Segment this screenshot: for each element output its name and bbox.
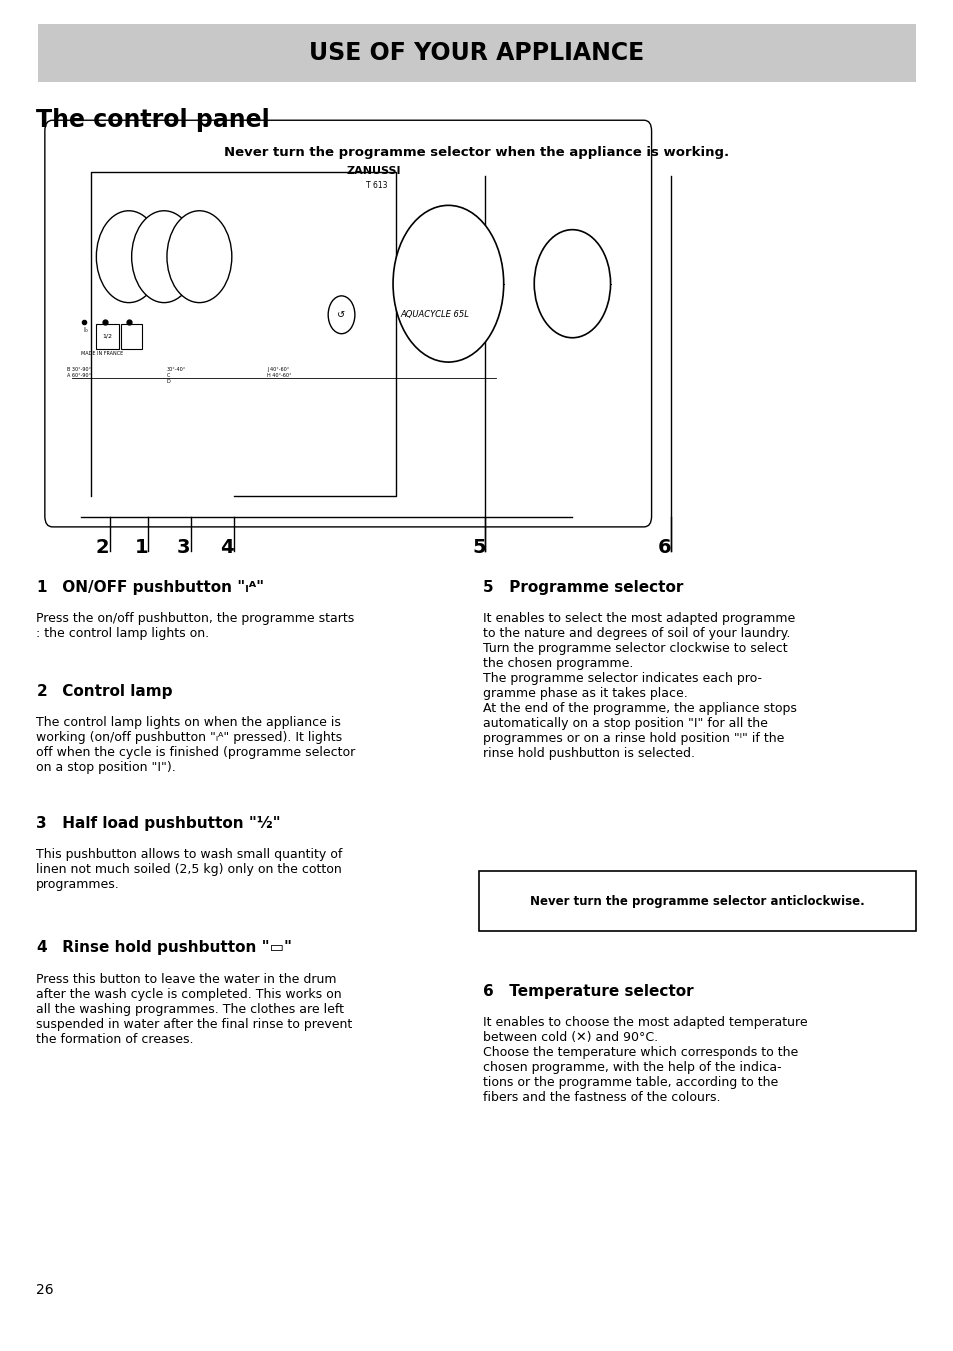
- Text: Rinse hold pushbutton "▭": Rinse hold pushbutton "▭": [57, 940, 292, 955]
- Text: It enables to select the most adapted programme
to the nature and degrees of soi: It enables to select the most adapted pr…: [482, 612, 796, 761]
- Text: Press this button to leave the water in the drum
after the wash cycle is complet: Press this button to leave the water in …: [36, 973, 352, 1046]
- Text: 4: 4: [36, 940, 47, 955]
- FancyBboxPatch shape: [45, 120, 651, 527]
- Text: Programme selector: Programme selector: [503, 580, 682, 594]
- Text: 3: 3: [36, 816, 47, 831]
- Text: Never turn the programme selector when the appliance is working.: Never turn the programme selector when t…: [224, 146, 729, 159]
- Text: 2: 2: [95, 538, 109, 557]
- Text: ↺: ↺: [337, 309, 345, 320]
- Text: 6: 6: [482, 984, 493, 998]
- Text: 1: 1: [36, 580, 47, 594]
- Text: 3: 3: [176, 538, 190, 557]
- Text: J 40°-60°
H 40°-60°: J 40°-60° H 40°-60°: [267, 367, 292, 378]
- Text: T 613: T 613: [366, 181, 387, 190]
- Circle shape: [393, 205, 503, 362]
- Circle shape: [534, 230, 610, 338]
- Text: 4: 4: [220, 538, 233, 557]
- Text: The control lamp lights on when the appliance is
working (on/off pushbutton "ₗᴬ": The control lamp lights on when the appl…: [36, 716, 355, 774]
- Text: It enables to choose the most adapted temperature
between cold (✕) and 90°C.
Cho: It enables to choose the most adapted te…: [482, 1016, 806, 1104]
- FancyBboxPatch shape: [121, 324, 142, 349]
- Text: Never turn the programme selector anticlockwise.: Never turn the programme selector anticl…: [530, 894, 863, 908]
- Circle shape: [328, 296, 355, 334]
- Text: Half load pushbutton "½": Half load pushbutton "½": [57, 816, 280, 831]
- Text: ON/OFF pushbutton "ₗᴬ": ON/OFF pushbutton "ₗᴬ": [57, 580, 264, 594]
- Text: 26: 26: [36, 1283, 53, 1297]
- Circle shape: [96, 211, 161, 303]
- Text: 2: 2: [36, 684, 47, 698]
- Text: B 30°-90°
A 60°-90°: B 30°-90° A 60°-90°: [67, 367, 91, 378]
- Text: 1/2: 1/2: [103, 334, 112, 339]
- Text: I₀: I₀: [84, 327, 88, 332]
- Text: 5: 5: [482, 580, 493, 594]
- Text: USE OF YOUR APPLIANCE: USE OF YOUR APPLIANCE: [309, 42, 644, 65]
- FancyBboxPatch shape: [478, 871, 915, 931]
- Text: AQUACYCLE 65L: AQUACYCLE 65L: [400, 311, 469, 319]
- Text: ZANUSSI: ZANUSSI: [346, 166, 401, 176]
- Text: MADE IN FRANCE: MADE IN FRANCE: [81, 351, 123, 357]
- Circle shape: [132, 211, 196, 303]
- Text: 5: 5: [472, 538, 485, 557]
- Circle shape: [167, 211, 232, 303]
- Text: 30°-40°
C
D: 30°-40° C D: [167, 367, 186, 384]
- FancyBboxPatch shape: [38, 24, 915, 82]
- Text: The control panel: The control panel: [36, 108, 270, 132]
- Text: Press the on/off pushbutton, the programme starts
: the control lamp lights on.: Press the on/off pushbutton, the program…: [36, 612, 355, 640]
- Text: Control lamp: Control lamp: [57, 684, 172, 698]
- Text: 6: 6: [658, 538, 671, 557]
- FancyBboxPatch shape: [96, 324, 119, 349]
- Text: Temperature selector: Temperature selector: [503, 984, 693, 998]
- Text: 1: 1: [134, 538, 148, 557]
- Text: This pushbutton allows to wash small quantity of
linen not much soiled (2,5 kg) : This pushbutton allows to wash small qua…: [36, 848, 342, 892]
